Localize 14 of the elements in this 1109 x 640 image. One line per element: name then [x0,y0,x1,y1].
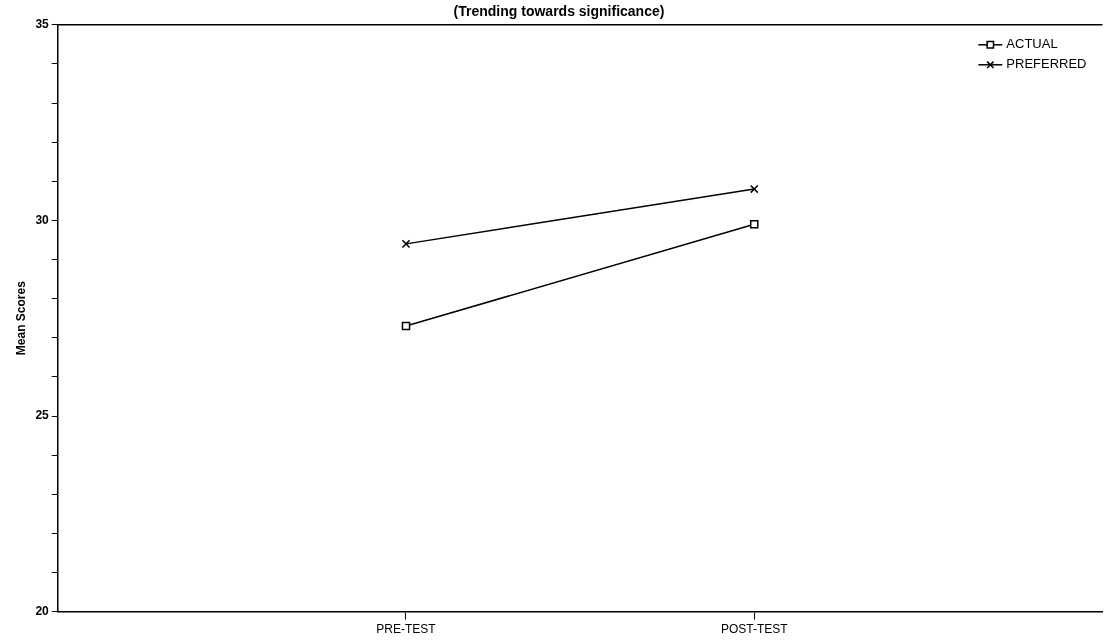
legend-label: PREFERRED [1006,56,1087,72]
legend-label: ACTUAL [1006,36,1058,52]
point [749,184,759,194]
point [401,239,411,249]
chart-title: (Trending towards significance) [453,3,665,20]
y-tick-label: 25 [35,408,50,423]
y-tick-label: 20 [35,603,50,618]
x-tick-label: PRE-TEST [376,622,437,637]
y-tick-label: 35 [35,17,50,32]
y-tick-label: 30 [35,212,50,227]
x-tick-label: POST-TEST [720,622,789,637]
y-axis-title: Mean Scores [13,280,28,356]
point [749,220,759,229]
point [401,321,411,331]
